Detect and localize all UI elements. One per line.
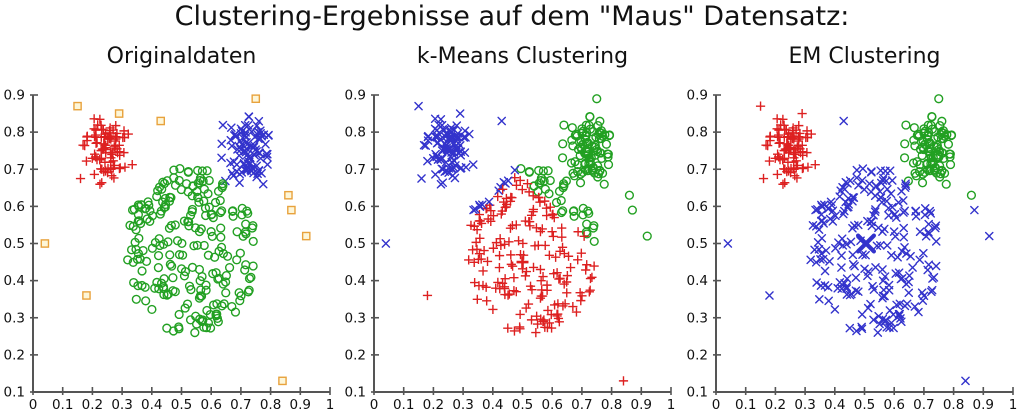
x-tick-label: 0.2	[82, 397, 103, 413]
data-points	[381, 94, 652, 386]
y-tick-label: 0.4	[687, 273, 708, 289]
x-tick-label: 0.5	[854, 397, 875, 413]
x-tick-label: 0.8	[601, 397, 622, 413]
y-tick-label: 0.6	[687, 199, 708, 215]
panel-title-originaldaten: Originaldaten	[106, 44, 257, 69]
y-tick-label: 0.9	[687, 88, 708, 104]
scatter-plot-kmeans: 0.10.20.30.40.50.60.70.80.90 0.1 0.2 0.3 0.4…	[345, 88, 676, 414]
x-tick-label: 0.6	[883, 397, 904, 413]
x-tick-label: 0.9	[631, 397, 652, 413]
y-tick-label: 0.2	[345, 347, 366, 363]
x-tick-label: 0.1	[393, 397, 414, 413]
y-tick-label: 0.3	[687, 310, 708, 326]
x-tick-label: 0.1	[735, 397, 756, 413]
x-tick-label: 0.4	[824, 397, 845, 413]
x-tick-label: 0.5	[171, 397, 192, 413]
figure-title: Clustering-Ergebnisse auf dem "Maus" Dat…	[174, 1, 850, 32]
y-tick-label: 0.4	[345, 273, 366, 289]
y-tick-label: 0.3	[345, 310, 366, 326]
y-tick-label: 0.7	[687, 162, 708, 178]
x-tick-label: 0.9	[290, 397, 311, 413]
tick-labels: 0.10.20.30.40.50.60.70.80.90 0.1 0.2 0.3 0.4…	[687, 88, 1018, 414]
y-tick-label: 0.7	[4, 162, 25, 178]
x-tick-label: 0.7	[571, 397, 592, 413]
x-tick-label: 0	[712, 397, 721, 413]
y-tick-label: 0.3	[4, 310, 25, 326]
cluster-mean-markers	[784, 142, 944, 254]
x-tick-label: 1	[1009, 397, 1018, 413]
y-tick-label: 0.8	[687, 125, 708, 141]
x-tick-label: 0.7	[913, 397, 934, 413]
panel-originaldaten: Originaldaten 0.1 0.2 0.3 0.4 0.5 0.6 0.7 0.8 0.…	[0, 38, 341, 414]
panel-em: EM Clustering 0.1 0.2 0.3 0.4 0.5 0.6 0.7 0.8 0.…	[683, 38, 1024, 414]
y-tick-label: 0.5	[687, 236, 708, 252]
y-tick-label: 0.1	[687, 385, 708, 401]
x-tick-label: 0.6	[541, 397, 562, 413]
x-tick-label: 0.3	[111, 397, 132, 413]
x-tick-label: 0.3	[794, 397, 815, 413]
x-tick-label: 1	[667, 397, 676, 413]
y-tick-label: 0.5	[4, 236, 25, 252]
y-tick-label: 0.6	[4, 199, 25, 215]
tick-labels: 0.10.20.30.40.50.60.70.80.90 0.1 0.2 0.3 0.4…	[4, 88, 335, 414]
x-tick-label: 1	[326, 397, 335, 413]
scatter-plot-originaldaten: 0.10.20.30.40.50.60.70.80.90 0.1 0.2 0.3 0.4…	[4, 88, 335, 414]
y-tick-label: 0.8	[345, 125, 366, 141]
y-tick-label: 0.2	[687, 347, 708, 363]
x-tick-label: 0.7	[230, 397, 251, 413]
scatter-plot-em: 0.10.20.30.40.50.60.70.80.90 0.1 0.2 0.3 0.4…	[687, 88, 1018, 414]
x-tick-label: 0.2	[423, 397, 444, 413]
x-tick-label: 0	[29, 397, 38, 413]
tick-marks	[371, 94, 672, 395]
x-tick-label: 0.9	[973, 397, 994, 413]
y-tick-label: 0.4	[4, 273, 25, 289]
panel-kmeans: k-Means Clustering 0.1 0.2 0.3 0.4 0.5 0.6 0.7…	[341, 38, 682, 414]
x-tick-label: 0.3	[452, 397, 473, 413]
data-points	[723, 94, 994, 386]
y-tick-label: 0.1	[4, 385, 25, 401]
axes	[32, 95, 330, 393]
tick-marks	[30, 94, 331, 395]
x-tick-label: 0	[370, 397, 379, 413]
x-tick-label: 0.8	[260, 397, 281, 413]
y-tick-label: 0.1	[345, 385, 366, 401]
tick-marks	[713, 94, 1014, 395]
tick-labels: 0.10.20.30.40.50.60.70.80.90 0.1 0.2 0.3 0.4…	[345, 88, 676, 414]
x-tick-label: 0.2	[765, 397, 786, 413]
x-tick-label: 0.8	[943, 397, 964, 413]
data-points	[40, 94, 311, 386]
y-tick-label: 0.8	[4, 125, 25, 141]
y-tick-label: 0.6	[345, 199, 366, 215]
x-tick-label: 0.5	[512, 397, 533, 413]
centroid-markers	[443, 142, 593, 269]
y-tick-label: 0.9	[345, 88, 366, 104]
panel-title-kmeans: k-Means Clustering	[416, 44, 629, 69]
x-tick-label: 0.4	[141, 397, 162, 413]
y-tick-label: 0.7	[345, 162, 366, 178]
x-tick-label: 0.6	[200, 397, 221, 413]
y-tick-label: 0.5	[345, 236, 366, 252]
y-tick-label: 0.2	[4, 347, 25, 363]
panel-title-em: EM Clustering	[788, 44, 941, 69]
y-tick-label: 0.9	[4, 88, 25, 104]
x-tick-label: 0.4	[482, 397, 503, 413]
x-tick-label: 0.1	[52, 397, 73, 413]
